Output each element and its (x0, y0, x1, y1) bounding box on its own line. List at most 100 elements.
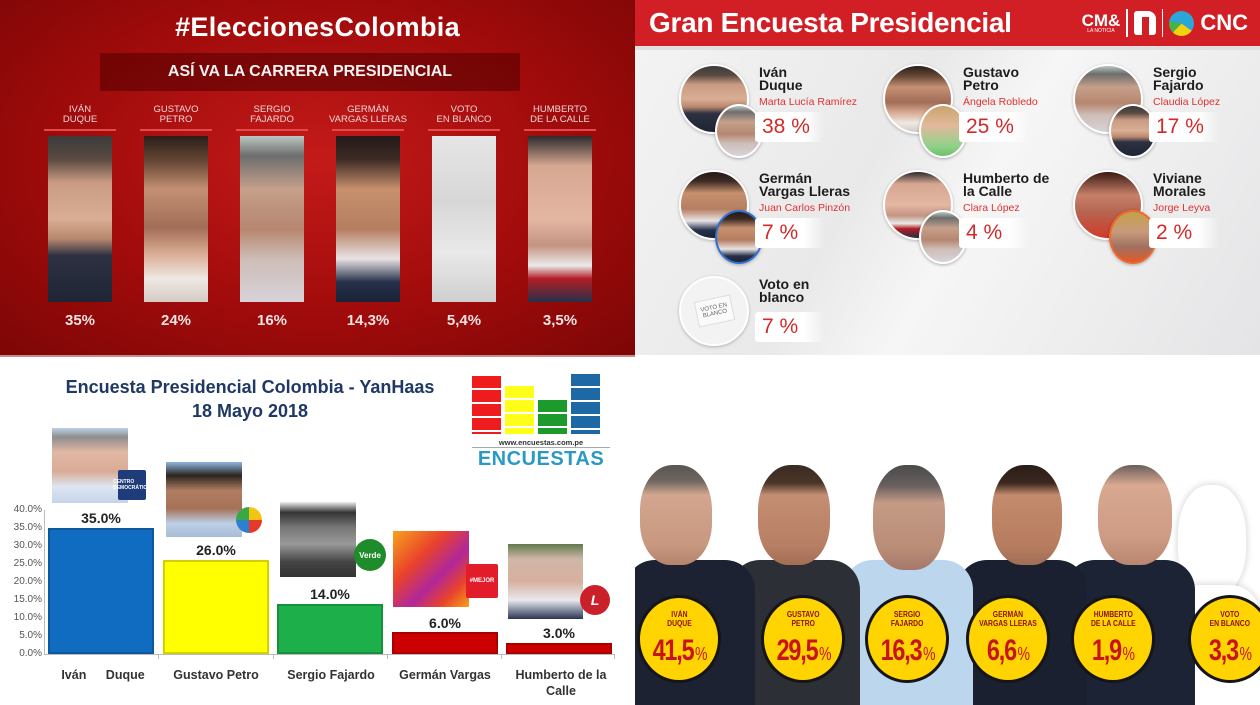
candidate-photo (1073, 170, 1143, 240)
bar-value-label: 3.0% (543, 625, 575, 641)
candidate-photo (48, 136, 112, 302)
x-category-label: Gustavo Petro (173, 668, 259, 682)
candidate-percent: 14,3% (346, 312, 390, 329)
y-tick: 15.0% (13, 594, 42, 605)
percent-box: 7 % (755, 218, 825, 248)
candidate-name: Viviane Morales (1153, 170, 1206, 199)
bar-chart: 40.0% 35.0% 30.0% 25.0% 20.0% 15.0% 10.0… (0, 497, 635, 705)
candidate-photo (280, 502, 356, 577)
candidate-name: HUMBERTO DE LA CALLE (1090, 610, 1136, 628)
y-tick: 20.0% (13, 576, 42, 587)
x-category-label: Humberto de la Calle (515, 668, 607, 698)
chart-title: Encuesta Presidencial Colombia - YanHaas… (65, 377, 435, 421)
candidate-photo (144, 136, 208, 302)
cm-logo: CM& LA NOTICIA (1081, 10, 1121, 34)
candidate-percent: 17 % (1156, 115, 1204, 138)
blank-ballot-photo (432, 136, 496, 302)
centro-democratico-badge-icon: CENTRO DEMOCRÁTICO (113, 470, 151, 500)
candidate-name: Humberto de la Calle (963, 170, 1050, 199)
result-badge: SERGIO FAJARDO 16,3% (865, 595, 949, 683)
candidate-name: Sergio Fajardo (1153, 64, 1204, 93)
candidate-column: VOTO EN BLANCO 5,4% (424, 105, 504, 329)
y-tick: 30.0% (13, 540, 42, 551)
blank-ballot-photo: VOTO EN BLANCO (679, 276, 749, 346)
candidate-name: GUSTAVO PETRO (153, 104, 199, 125)
running-mate-name: Claudia López (1153, 96, 1221, 108)
candidate-percent: 7 % (762, 221, 799, 244)
candidate-name: GERMÁN VARGAS LLERAS (329, 104, 407, 125)
bar-value-label: 26.0% (196, 542, 236, 558)
panel-subtitle-banner: ASÍ VA LA CARRERA PRESIDENCIAL (100, 53, 520, 91)
ballot-text: VOTO EN BLANCO (693, 294, 735, 328)
candidate-photo (393, 531, 469, 607)
candidate-photo (166, 462, 242, 537)
panel-title: Gran Encuesta Presidencial (649, 7, 1012, 38)
candidate-card: Gustavo Petro Ángela Robledo 25 % (883, 64, 1073, 164)
result-badge: VOTO EN BLANCO 3,3% (1188, 595, 1260, 683)
header-underline (635, 46, 1260, 50)
x-tick (501, 654, 502, 659)
running-mate-name: Jorge Leyva (1153, 202, 1211, 214)
logo-name: ENCUESTAS (477, 448, 605, 470)
result-badge: GUSTAVO PETRO 29,5% (761, 595, 845, 683)
y-tick: 0.0% (19, 648, 42, 659)
candidate-name: VOTO EN BLANCO (1209, 610, 1251, 628)
media-logos: CM& LA NOTICIA CNC (1082, 6, 1248, 40)
candidate-photo (528, 136, 592, 302)
progresistas-badge-icon (236, 507, 262, 533)
divider (524, 129, 596, 131)
candidate-card: Viviane Morales Jorge Leyva 2 % (1073, 170, 1260, 270)
x-axis (44, 654, 614, 655)
yanhaas-chart-panel: Encuesta Presidencial Colombia - YanHaas… (0, 355, 635, 705)
running-mate-name: Ángela Robledo (963, 96, 1038, 108)
y-tick: 35.0% (13, 522, 42, 533)
candidate-percent: 25 % (966, 115, 1014, 138)
y-tick: 25.0% (13, 558, 42, 569)
candidate-percent: 35% (64, 312, 96, 329)
x-tick (614, 654, 615, 659)
bar-value-label: 35.0% (81, 510, 121, 526)
logo-bars-icon (472, 374, 610, 434)
liberal-badge-icon: L (580, 585, 610, 615)
percent-box: 25 % (959, 112, 1029, 142)
candidate-percent: 7 % (762, 315, 799, 338)
divider (236, 129, 308, 131)
candidate-photo (508, 544, 583, 619)
candidate-name: VOTO EN BLANCO (436, 104, 492, 125)
verde-badge-icon: Verde (354, 539, 386, 571)
x-category-label: Germán Vargas (399, 668, 491, 682)
candidate-name: Germán Vargas Lleras (759, 170, 851, 199)
encuestas-logo: www.encuestas.com.pe ENCUESTAS (472, 374, 610, 470)
candidate-card: Humberto de la Calle Clara López 4 % (883, 170, 1073, 270)
x-tick (158, 654, 159, 659)
bar-ivan-duque (48, 528, 154, 654)
running-mate-name: Marta Lucía Ramírez (759, 96, 858, 108)
candidate-name: GERMÁN VARGAS LLERAS (979, 610, 1037, 628)
divider (1126, 9, 1128, 37)
candidate-name: Voto en blanco (759, 276, 810, 305)
mejor-badge-icon: #MEJOR (466, 564, 498, 598)
result-badge: HUMBERTO DE LA CALLE 1,9% (1071, 595, 1155, 683)
candidate-name: SERGIO FAJARDO (890, 610, 924, 628)
candidate-photo (336, 136, 400, 302)
percent-box: 7 % (755, 312, 825, 342)
divider (44, 129, 116, 131)
running-mate-name: Juan Carlos Pinzón (759, 202, 851, 214)
bar-humberto-de-la-calle (506, 643, 612, 654)
candidate-name: HUMBERTO DE LA CALLE (530, 104, 590, 125)
canal-1-logo-icon (1133, 11, 1156, 35)
candidate-card: Sergio Fajardo Claudia López 17 % (1073, 64, 1260, 164)
candidate-photo (240, 136, 304, 302)
candidate-column: SERGIO FAJARDO 16% (232, 105, 312, 329)
candidate-percent: 16% (256, 312, 288, 329)
result-badge: GERMÁN VARGAS LLERAS 6,6% (966, 595, 1050, 683)
y-tick: 40.0% (13, 504, 42, 515)
candidate-card: VOTO EN BLANCO Voto en blanco 7 % (679, 276, 869, 355)
candidate-photo (52, 428, 128, 503)
divider (428, 129, 500, 131)
bar-gustavo-petro (163, 560, 269, 654)
y-axis (44, 510, 45, 655)
candidate-name: Iván Duque (759, 64, 803, 93)
percent-box: 38 % (755, 112, 825, 142)
y-tick: 5.0% (19, 630, 42, 641)
